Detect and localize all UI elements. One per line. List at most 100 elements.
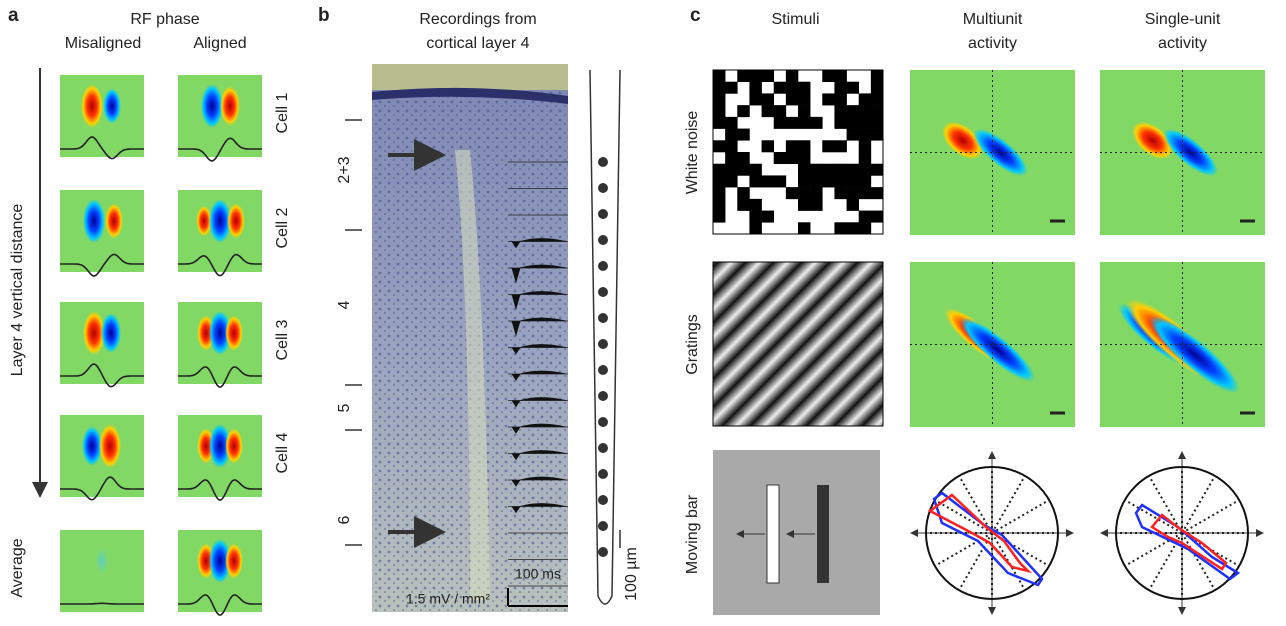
noise-pixel [834, 140, 846, 152]
noise-pixel [822, 175, 834, 187]
noise-pixel [847, 164, 859, 176]
electrode [598, 417, 608, 427]
electrode [598, 235, 608, 245]
layer-label: 5 [336, 403, 353, 412]
noise-pixel [798, 93, 810, 105]
noise-pixel [737, 187, 749, 199]
scale-label: 100 µm [623, 547, 640, 601]
electrode [598, 287, 608, 297]
rf-lobe [83, 199, 105, 243]
noise-pixel [725, 129, 737, 141]
figure: a RF phase Misaligned Aligned Layer 4 ve… [0, 0, 1286, 626]
rf-lobe [81, 84, 103, 128]
noise-pixel [737, 164, 749, 176]
row-label: Gratings [684, 314, 701, 374]
polar-spoke [1182, 500, 1239, 533]
noise-pixel [847, 199, 859, 211]
noise-pixel [834, 82, 846, 94]
noise-pixel [847, 175, 859, 187]
panel-title: cortical layer 4 [426, 35, 529, 52]
noise-pixel [725, 152, 737, 164]
noise-pixel [749, 222, 761, 234]
noise-pixel [762, 105, 774, 117]
noise-pixel [859, 117, 871, 129]
noise-pixel [749, 164, 761, 176]
row-label: Cell 3 [274, 319, 291, 360]
noise-pixel [871, 105, 883, 117]
bar-white [767, 485, 779, 583]
noise-pixel [713, 140, 725, 152]
noise-pixel [749, 211, 761, 223]
noise-pixel [713, 187, 725, 199]
noise-pixel [762, 93, 774, 105]
rf-lobe [105, 203, 123, 238]
noise-pixel [847, 105, 859, 117]
row-label: Moving bar [684, 494, 701, 574]
noise-pixel [847, 129, 859, 141]
noise-pixel [725, 82, 737, 94]
noise-pixel [871, 187, 883, 199]
electrode [598, 391, 608, 401]
noise-pixel [786, 117, 798, 129]
noise-pixel [834, 164, 846, 176]
electrode [598, 365, 608, 375]
noise-pixel [798, 175, 810, 187]
electrode [598, 209, 608, 219]
noise-pixel [798, 117, 810, 129]
stimulus [713, 450, 880, 615]
noise-pixel [774, 82, 786, 94]
layer-label: 6 [336, 515, 353, 524]
column-label: Single-unit [1145, 11, 1221, 28]
rf-lobe [225, 543, 243, 578]
row-label: Cell 1 [274, 92, 291, 133]
rf-lobe [101, 313, 121, 353]
rf-lobe [225, 315, 243, 350]
column-label: activity [1158, 35, 1207, 52]
noise-pixel [810, 117, 822, 129]
scale-label: 1.5 mV / mm² [406, 591, 490, 607]
noise-pixel [798, 105, 810, 117]
electrode [598, 339, 608, 349]
noise-pixel [810, 199, 822, 211]
noise-pixel [859, 211, 871, 223]
column-label: Aligned [193, 35, 246, 52]
noise-pixel [822, 164, 834, 176]
noise-pixel [859, 129, 871, 141]
panel-label: c [690, 5, 701, 26]
noise-pixel [774, 105, 786, 117]
noise-pixel [749, 70, 761, 82]
noise-pixel [859, 152, 871, 164]
noise-pixel [871, 93, 883, 105]
electrode [598, 183, 608, 193]
electrode [598, 521, 608, 531]
noise-pixel [798, 222, 810, 234]
rf-patch [60, 75, 144, 157]
panel-label: a [8, 5, 19, 26]
electrode [598, 157, 608, 167]
noise-pixel [859, 164, 871, 176]
noise-pixel [749, 82, 761, 94]
layer-label: 4 [336, 300, 353, 309]
noise-pixel [871, 211, 883, 223]
noise-pixel [834, 105, 846, 117]
row-label: Cell 2 [274, 207, 291, 248]
noise-pixel [713, 93, 725, 105]
noise-pixel [762, 70, 774, 82]
noise-pixel [859, 175, 871, 187]
noise-pixel [798, 82, 810, 94]
electrode [598, 261, 608, 271]
noise-pixel [713, 82, 725, 94]
row-label: Average [9, 538, 26, 597]
noise-pixel [737, 70, 749, 82]
noise-pixel [786, 187, 798, 199]
rf-lobe [225, 428, 243, 463]
noise-pixel [774, 152, 786, 164]
noise-pixel [834, 187, 846, 199]
noise-pixel [786, 140, 798, 152]
noise-pixel [713, 105, 725, 117]
noise-pixel [859, 93, 871, 105]
panel-label: b [318, 5, 330, 26]
noise-pixel [798, 140, 810, 152]
noise-pixel [859, 187, 871, 199]
noise-pixel [871, 129, 883, 141]
